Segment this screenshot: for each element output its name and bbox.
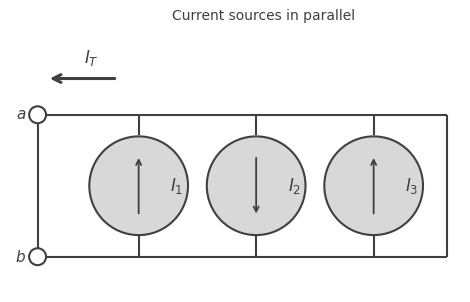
- Ellipse shape: [29, 106, 46, 123]
- Ellipse shape: [29, 248, 46, 265]
- Text: $b$: $b$: [15, 249, 26, 265]
- Text: Current sources in parallel: Current sources in parallel: [172, 9, 355, 23]
- Text: $I_{1}$: $I_{1}$: [171, 176, 184, 196]
- Text: $I_T$: $I_T$: [84, 48, 99, 68]
- Ellipse shape: [324, 137, 423, 235]
- Ellipse shape: [207, 137, 306, 235]
- Text: $I_{2}$: $I_{2}$: [288, 176, 301, 196]
- Text: $a$: $a$: [16, 108, 26, 122]
- Ellipse shape: [89, 137, 188, 235]
- Text: $I_{3}$: $I_{3}$: [406, 176, 419, 196]
